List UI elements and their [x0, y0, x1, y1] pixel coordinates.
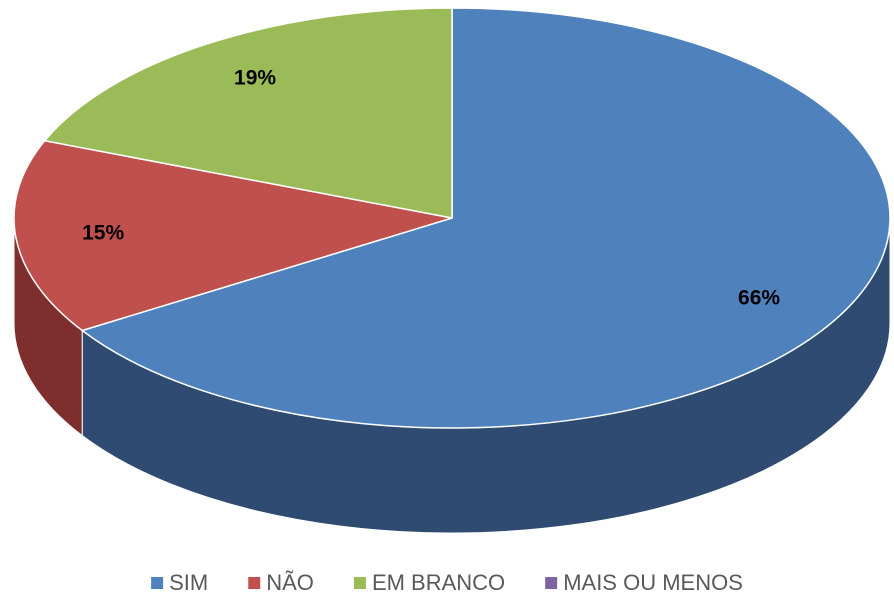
legend-label: SIM — [169, 570, 208, 595]
slice — [43, 7, 453, 219]
value-label: 15% — [82, 221, 124, 244]
legend-swatch — [545, 577, 558, 589]
value-label: 66% — [738, 286, 780, 309]
slice — [13, 139, 453, 332]
legend-label: MAIS OU MENOS — [563, 570, 743, 595]
value-label: 19% — [234, 67, 276, 90]
legend-label: NÃO — [266, 570, 314, 595]
slice — [80, 7, 891, 429]
legend-label: EM BRANCO — [372, 570, 505, 595]
legend-swatch — [151, 577, 164, 589]
legend-swatch — [353, 577, 366, 589]
legend-swatch — [248, 577, 261, 589]
